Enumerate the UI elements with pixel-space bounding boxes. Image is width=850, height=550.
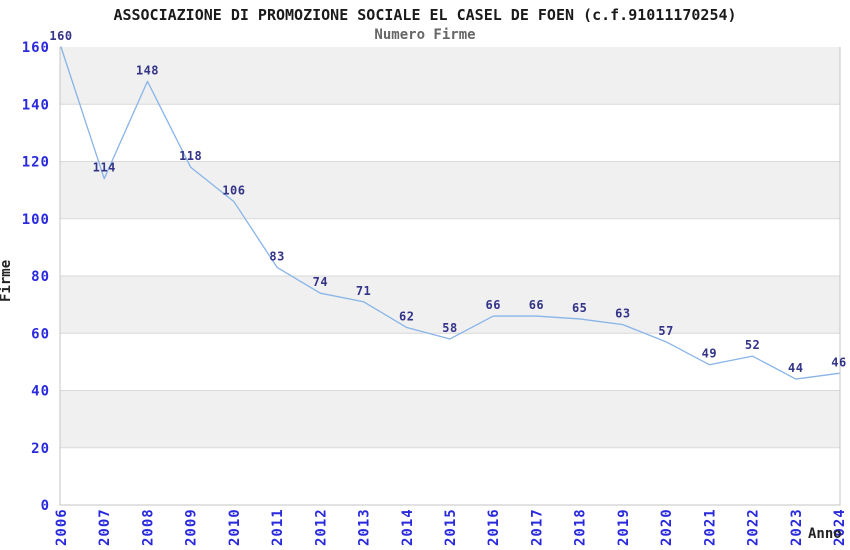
- data-point-label: 66: [485, 298, 500, 312]
- data-point-label: 66: [529, 298, 544, 312]
- data-point-label: 63: [615, 307, 630, 321]
- data-point-label: 52: [745, 338, 760, 352]
- data-point-label: 62: [399, 310, 414, 324]
- y-tick-label: 160: [22, 40, 50, 56]
- series-line: [60, 46, 840, 380]
- plot-band: [60, 161, 840, 219]
- plot-band: [60, 104, 840, 162]
- data-point-label: 58: [442, 321, 457, 335]
- chart-subtitle: Numero Firme: [374, 27, 476, 43]
- data-point-label: 46: [831, 355, 846, 369]
- x-tick-label: 2014: [400, 508, 416, 546]
- data-point-label: 65: [572, 301, 587, 315]
- y-tick-label: 80: [31, 269, 50, 285]
- plot-band: [60, 276, 840, 334]
- plot-band: [60, 218, 840, 276]
- x-axis-title: Anno: [808, 526, 842, 542]
- plot-band: [60, 447, 840, 505]
- data-point-label: 114: [93, 161, 116, 175]
- x-tick-label: 2013: [357, 508, 373, 546]
- plot-band: [60, 47, 840, 105]
- plot-band: [60, 333, 840, 391]
- x-tick-label: 2011: [270, 508, 286, 546]
- y-tick-label: 100: [22, 212, 50, 228]
- plot-border: [59, 47, 841, 506]
- data-point-label: 74: [313, 275, 328, 289]
- x-tick-label: 2006: [54, 508, 70, 546]
- y-tick-label: 120: [22, 155, 50, 171]
- x-tick-label: 2018: [573, 508, 589, 546]
- data-point-label: 49: [702, 347, 717, 361]
- x-tick-label: 2008: [140, 508, 156, 546]
- plot-band: [60, 390, 840, 448]
- x-tick-label: 2022: [746, 508, 762, 546]
- data-point-label: 57: [658, 324, 673, 338]
- x-tick-label: 2009: [184, 508, 200, 546]
- x-tick-label: 2024: [832, 508, 848, 546]
- x-tick-label: 2012: [313, 508, 329, 546]
- chart-title: ASSOCIAZIONE DI PROMOZIONE SOCIALE EL CA…: [113, 6, 737, 24]
- x-tick-label: 2016: [486, 508, 502, 546]
- x-tick-label: 2019: [616, 508, 632, 546]
- y-tick-label: 40: [31, 384, 50, 400]
- x-tick-label: 2023: [789, 508, 805, 546]
- x-tick-label: 2010: [227, 508, 243, 546]
- data-point-label: 83: [269, 249, 284, 263]
- x-tick-label: 2021: [702, 508, 718, 546]
- x-tick-label: 2017: [529, 508, 545, 546]
- data-point-label: 44: [788, 361, 803, 375]
- data-point-label: 148: [136, 63, 159, 77]
- y-tick-label: 60: [31, 326, 50, 342]
- y-tick-label: 0: [41, 498, 50, 514]
- data-point-label: 106: [222, 184, 245, 198]
- y-tick-label: 20: [31, 441, 50, 457]
- x-tick-label: 2020: [659, 508, 675, 546]
- y-tick-label: 140: [22, 97, 50, 113]
- data-point-label: 160: [49, 29, 72, 43]
- x-tick-label: 2015: [443, 508, 459, 546]
- x-tick-label: 2007: [97, 508, 113, 546]
- data-point-label: 71: [356, 284, 371, 298]
- data-point-label: 118: [179, 149, 202, 163]
